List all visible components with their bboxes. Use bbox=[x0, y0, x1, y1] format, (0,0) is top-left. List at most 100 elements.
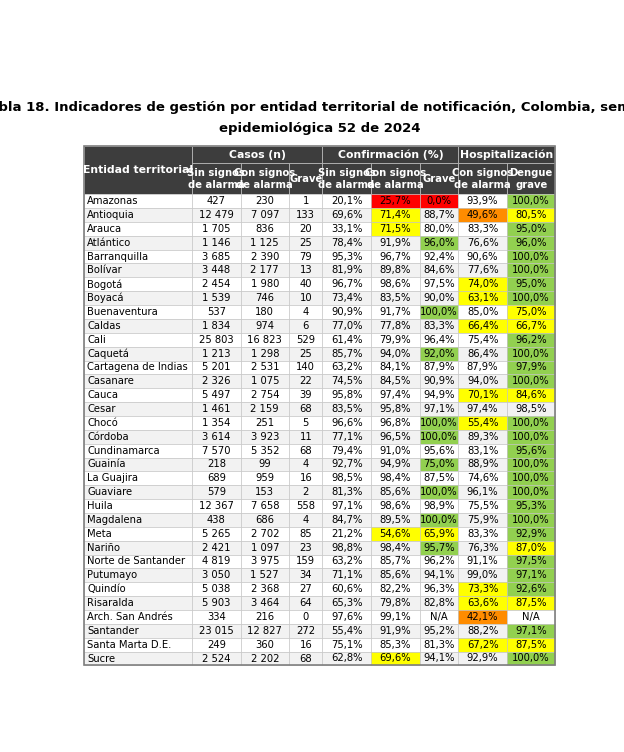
Bar bbox=[84, 250, 192, 263]
Bar bbox=[289, 319, 323, 333]
Bar bbox=[459, 582, 507, 596]
Text: 95,6%: 95,6% bbox=[515, 446, 547, 456]
Bar bbox=[419, 291, 459, 305]
Text: 1: 1 bbox=[303, 196, 309, 206]
Text: 4 819: 4 819 bbox=[202, 556, 230, 566]
Bar bbox=[192, 305, 240, 319]
Text: 959: 959 bbox=[255, 473, 275, 484]
Bar bbox=[84, 305, 192, 319]
Bar bbox=[289, 554, 323, 569]
Bar bbox=[323, 305, 371, 319]
Bar bbox=[323, 457, 371, 472]
Bar bbox=[84, 582, 192, 596]
Text: 100,0%: 100,0% bbox=[420, 432, 458, 441]
Bar bbox=[192, 485, 240, 499]
Text: 746: 746 bbox=[255, 293, 275, 303]
Bar bbox=[507, 541, 555, 554]
Bar bbox=[240, 250, 289, 263]
Bar bbox=[459, 222, 507, 236]
Bar bbox=[507, 582, 555, 596]
Bar bbox=[419, 444, 459, 457]
Text: Atlántico: Atlántico bbox=[87, 238, 132, 247]
Text: 25 803: 25 803 bbox=[199, 335, 233, 344]
Bar bbox=[192, 319, 240, 333]
Text: 16 823: 16 823 bbox=[248, 335, 282, 344]
Text: 92,7%: 92,7% bbox=[331, 459, 363, 469]
Bar bbox=[192, 569, 240, 582]
Bar bbox=[459, 513, 507, 527]
Bar bbox=[240, 499, 289, 513]
Text: Caldas: Caldas bbox=[87, 321, 121, 331]
Bar bbox=[371, 222, 419, 236]
Text: 100,0%: 100,0% bbox=[512, 432, 550, 441]
Text: 94,9%: 94,9% bbox=[379, 459, 411, 469]
Text: 49,6%: 49,6% bbox=[467, 210, 499, 220]
Bar bbox=[192, 236, 240, 250]
Text: 61,4%: 61,4% bbox=[331, 335, 363, 344]
Bar bbox=[323, 222, 371, 236]
Text: 80,5%: 80,5% bbox=[515, 210, 547, 220]
Bar bbox=[371, 582, 419, 596]
Bar bbox=[192, 651, 240, 666]
Text: Cesar: Cesar bbox=[87, 404, 116, 414]
Text: 100,0%: 100,0% bbox=[512, 459, 550, 469]
Text: 69,6%: 69,6% bbox=[379, 653, 411, 663]
Bar bbox=[192, 360, 240, 374]
Bar bbox=[371, 402, 419, 416]
Text: 83,5%: 83,5% bbox=[379, 293, 411, 303]
Text: 63,6%: 63,6% bbox=[467, 598, 499, 608]
Text: 4: 4 bbox=[303, 307, 309, 317]
Bar bbox=[240, 624, 289, 638]
Bar bbox=[289, 499, 323, 513]
Bar bbox=[459, 291, 507, 305]
Bar bbox=[419, 472, 459, 485]
Bar bbox=[289, 208, 323, 222]
Bar bbox=[192, 582, 240, 596]
Text: Bogotá: Bogotá bbox=[87, 279, 122, 290]
Text: 0,0%: 0,0% bbox=[426, 196, 451, 206]
Bar bbox=[84, 444, 192, 457]
Bar bbox=[507, 527, 555, 541]
Bar bbox=[192, 291, 240, 305]
Bar bbox=[419, 457, 459, 472]
Text: 133: 133 bbox=[296, 210, 315, 220]
Text: Putumayo: Putumayo bbox=[87, 570, 137, 581]
Text: 75,9%: 75,9% bbox=[467, 515, 499, 525]
Bar bbox=[459, 208, 507, 222]
Bar bbox=[289, 236, 323, 250]
Text: 99,0%: 99,0% bbox=[467, 570, 499, 581]
Bar bbox=[84, 499, 192, 513]
Bar bbox=[192, 402, 240, 416]
Bar bbox=[371, 638, 419, 651]
Text: 90,9%: 90,9% bbox=[331, 307, 363, 317]
Bar bbox=[507, 222, 555, 236]
Text: 97,1%: 97,1% bbox=[423, 404, 455, 414]
Text: 75,4%: 75,4% bbox=[467, 335, 499, 344]
Bar bbox=[289, 402, 323, 416]
Bar bbox=[459, 388, 507, 402]
Bar bbox=[289, 163, 323, 194]
Text: 89,8%: 89,8% bbox=[379, 265, 411, 275]
Text: 65,9%: 65,9% bbox=[423, 529, 455, 538]
Bar bbox=[240, 277, 289, 291]
Text: Casos (n): Casos (n) bbox=[229, 150, 286, 160]
Text: 98,6%: 98,6% bbox=[379, 279, 411, 290]
Text: 91,0%: 91,0% bbox=[379, 446, 411, 456]
Text: 558: 558 bbox=[296, 501, 315, 511]
Text: 79,4%: 79,4% bbox=[331, 446, 363, 456]
Text: Con signos
de alarma: Con signos de alarma bbox=[364, 168, 426, 190]
Bar bbox=[192, 624, 240, 638]
Bar bbox=[240, 163, 289, 194]
Text: 98,9%: 98,9% bbox=[423, 501, 455, 511]
Text: 75,1%: 75,1% bbox=[331, 640, 363, 650]
Bar bbox=[192, 596, 240, 610]
Text: 77,6%: 77,6% bbox=[467, 265, 499, 275]
Bar bbox=[289, 263, 323, 277]
Bar bbox=[323, 347, 371, 360]
Text: 80,0%: 80,0% bbox=[423, 224, 454, 234]
Text: 81,9%: 81,9% bbox=[331, 265, 363, 275]
Bar bbox=[459, 569, 507, 582]
Text: 7 570: 7 570 bbox=[202, 446, 230, 456]
Bar bbox=[289, 541, 323, 554]
Text: 88,7%: 88,7% bbox=[423, 210, 455, 220]
